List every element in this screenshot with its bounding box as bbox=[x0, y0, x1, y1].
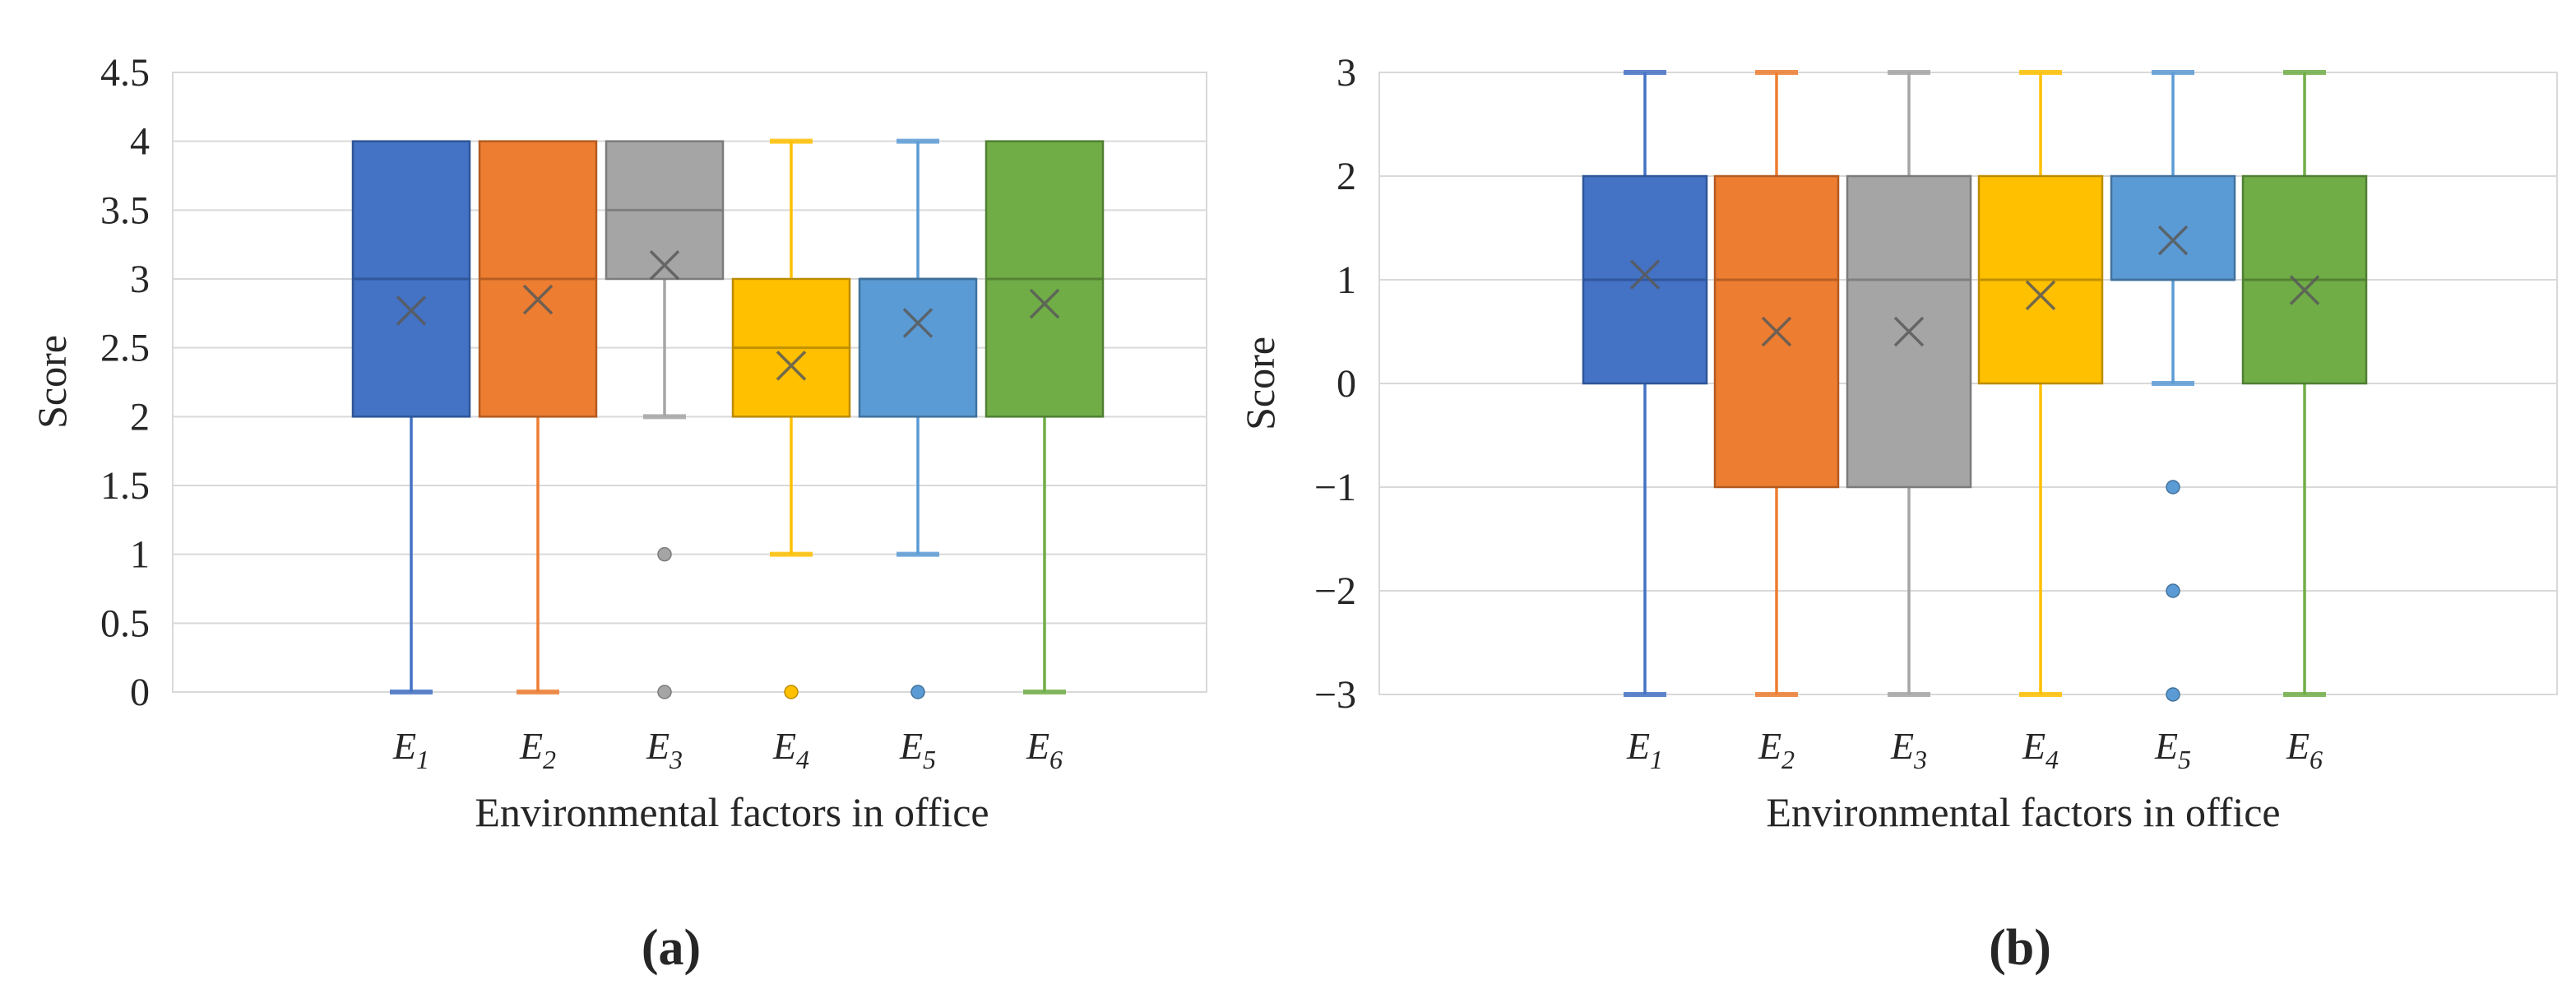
y-tick-label: 0 bbox=[1337, 362, 1356, 406]
boxplot-group-E4 bbox=[731, 138, 851, 699]
plot-border bbox=[172, 72, 1207, 693]
y-tick-label: 3 bbox=[1337, 51, 1356, 95]
y-tick-label: −2 bbox=[1314, 569, 1356, 613]
mean-x-marker bbox=[2157, 225, 2189, 256]
x-category-label: E4 bbox=[772, 725, 809, 774]
x-category-label: E6 bbox=[2286, 725, 2323, 774]
mean-x-marker bbox=[1893, 316, 1925, 347]
y-tick-label: 2 bbox=[130, 395, 150, 439]
chart-a-plot-area: 4.5 4 3.5 3 2.5 2 1.5 1 0.5 0 E1 E2 E3 E4 E5 E6 bbox=[100, 51, 1207, 774]
y-tick-label: 4.5 bbox=[100, 51, 150, 95]
x-category-label: E5 bbox=[899, 725, 936, 774]
plot-border bbox=[1378, 72, 2558, 695]
iqr-box bbox=[2110, 174, 2236, 281]
outlier-dot bbox=[2166, 480, 2180, 495]
chart-a-caption: (a) bbox=[642, 920, 701, 976]
y-tick-label: 2 bbox=[1337, 155, 1356, 198]
mean-x-marker bbox=[776, 351, 807, 381]
y-tick-label: 2.5 bbox=[100, 327, 150, 370]
chart-a-x-axis-title: Environmental factors in office bbox=[475, 789, 989, 835]
x-category-label: E5 bbox=[2154, 725, 2191, 774]
boxplot-group-E1 bbox=[1582, 70, 1708, 697]
mean-x-marker bbox=[2289, 275, 2320, 305]
boxplot-group-E5 bbox=[858, 138, 978, 699]
boxplot-group-E6 bbox=[985, 140, 1105, 694]
x-category-label: E3 bbox=[646, 725, 683, 774]
x-category-label: E6 bbox=[1026, 725, 1063, 774]
y-tick-label: 1 bbox=[130, 533, 150, 577]
x-category-label: E1 bbox=[1626, 725, 1663, 774]
boxplot-group-E2 bbox=[478, 140, 598, 694]
y-tick-label: 1 bbox=[1337, 258, 1356, 302]
chart-b-caption: (b) bbox=[1989, 920, 2051, 976]
mean-x-marker bbox=[1761, 316, 1792, 347]
mean-x-marker bbox=[522, 284, 554, 315]
y-tick-label: −1 bbox=[1314, 466, 1356, 509]
mean-x-marker bbox=[396, 295, 427, 326]
y-tick-label: 0.5 bbox=[100, 602, 150, 645]
outlier-dot bbox=[2166, 687, 2180, 702]
boxplot-group-E5 bbox=[2110, 70, 2236, 702]
iqr-box bbox=[858, 277, 978, 418]
x-category-label: E2 bbox=[1758, 725, 1795, 774]
mean-x-marker bbox=[1629, 259, 1661, 290]
y-tick-label: 0 bbox=[130, 671, 150, 714]
y-tick-label: 3 bbox=[130, 258, 150, 301]
mean-x-marker bbox=[2025, 280, 2056, 311]
y-tick-label: 4 bbox=[130, 120, 150, 164]
chart-b-plot-area: 3 2 1 0 −1 −2 −3 E1 E2 E3 E4 E5 E6 bbox=[1314, 51, 2558, 774]
outlier-dot bbox=[2166, 583, 2180, 598]
outlier-dot bbox=[657, 546, 672, 562]
chart-a-y-axis-title: Score bbox=[29, 335, 75, 429]
y-tick-label: 3.5 bbox=[100, 188, 150, 232]
y-tick-label: −3 bbox=[1314, 673, 1356, 717]
outlier-dot bbox=[657, 685, 672, 699]
outlier-dot bbox=[910, 685, 925, 699]
boxplot-group-E6 bbox=[2241, 70, 2368, 697]
mean-x-marker bbox=[649, 250, 680, 281]
x-category-label: E3 bbox=[1890, 725, 1927, 774]
boxplot-group-E3 bbox=[605, 140, 725, 699]
x-category-label: E4 bbox=[2022, 725, 2059, 774]
x-category-label: E1 bbox=[392, 725, 429, 774]
boxplot-group-E3 bbox=[1846, 70, 1972, 697]
y-tick-label: 1.5 bbox=[100, 464, 150, 508]
boxplot-group-E2 bbox=[1713, 70, 1840, 697]
chart-b-y-axis-title: Score bbox=[1237, 337, 1283, 430]
mean-x-marker bbox=[902, 308, 934, 338]
mean-x-marker bbox=[1029, 288, 1060, 319]
outlier-dot bbox=[784, 685, 799, 699]
boxplot-group-E4 bbox=[1977, 70, 2104, 697]
boxplot-group-E1 bbox=[351, 140, 471, 694]
x-category-label: E2 bbox=[519, 725, 556, 774]
chart-b-x-axis-title: Environmental factors in office bbox=[1766, 789, 2280, 835]
